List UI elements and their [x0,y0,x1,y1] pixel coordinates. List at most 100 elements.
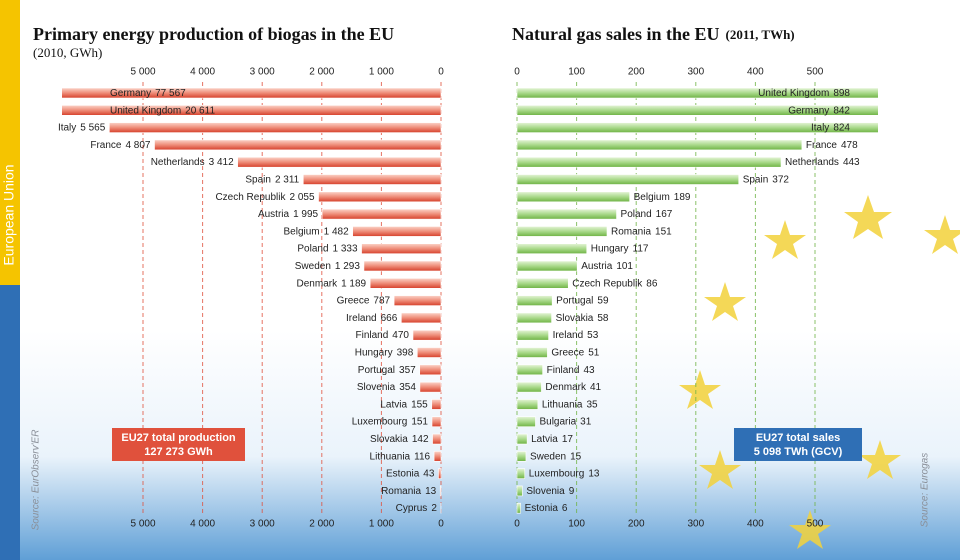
bar-label: Portugal 59 [556,295,609,306]
category-label: Luxembourg [352,416,408,427]
bar-label: Denmark 1 189 [297,278,367,289]
x-tick-label: 5 000 [130,67,155,78]
bar [109,122,442,133]
bar [154,139,442,151]
value-label: 354 [399,382,416,393]
category-label: Denmark [297,278,339,289]
x-tick-label: 300 [687,67,704,78]
bar [302,174,442,185]
x-tick-label: 500 [807,519,824,530]
value-label: 151 [655,226,672,237]
bar [62,87,442,99]
bar-label: Luxembourg 13 [529,468,600,479]
value-label: 842 [833,105,850,116]
category-label: Spain [743,174,769,185]
bar-label: Slovenia 354 [357,382,416,393]
value-label: 398 [397,347,414,358]
value-label: 666 [381,313,398,324]
category-label: Austria [581,261,613,272]
bar [516,174,740,185]
value-label: 13 [425,486,437,497]
x-tick-label: 4 000 [190,67,215,78]
bar [516,329,549,341]
bar [516,433,528,445]
value-label: 470 [392,330,409,341]
bar [416,347,442,358]
x-tick-label: 5 000 [130,519,155,530]
bar-label: Germany 77 567 [110,88,186,99]
chart-subtitle: (2010, GWh) [33,45,102,60]
chart-title: Primary energy production of biogas in t… [33,24,394,44]
value-label: 51 [588,347,600,358]
value-label: 1 995 [293,209,318,220]
x-tick-label: 3 000 [250,67,275,78]
bar-label: United Kingdom 898 [758,88,850,99]
title-text: Natural gas sales in the EU [512,24,720,44]
value-label: 3 412 [209,157,234,168]
value-label: 117 [633,243,649,254]
category-label: Finland [547,364,580,375]
bar-label: Slovenia 9 [526,486,574,497]
value-label: 43 [583,364,595,375]
category-label: Germany [788,105,829,116]
bar-label: Finland 470 [355,330,409,341]
bar [431,416,442,428]
bar [393,295,442,306]
bar-label: Sweden 1 293 [295,261,361,272]
value-label: 155 [411,399,428,410]
bar-label: Portugal 357 [358,364,416,375]
bar-label: Belgium 1 482 [284,226,350,237]
category-label: Denmark [545,382,587,393]
value-label: 13 [588,468,600,479]
bar [516,208,617,220]
bar [419,364,442,376]
value-label: 189 [674,191,691,202]
category-label: Sweden [530,451,566,462]
x-tick-label: 300 [687,519,704,530]
bar [438,468,442,479]
bar [516,87,878,99]
bar-label: Greece 787 [337,295,391,306]
value-label: 6 [562,503,568,514]
category-label: Netherlands [785,157,839,168]
bar [516,191,630,203]
value-label: 898 [833,88,850,99]
category-label: Lithuania [370,451,411,462]
total-label: EU27 total production [121,432,236,444]
value-label: 41 [590,382,602,393]
category-label: Italy [58,122,76,133]
category-label: Lithuania [542,399,583,410]
x-tick-label: 400 [747,67,764,78]
category-label: Estonia [525,503,559,514]
category-label: Austria [258,209,290,220]
category-label: Czech Republik [572,278,643,289]
category-label: Finland [355,330,388,341]
bar-label: Spain 372 [743,174,790,185]
category-label: Italy [811,122,829,133]
category-label: Cyprus [396,503,428,514]
value-label: 9 [569,486,575,497]
category-label: Czech Republik [215,191,286,202]
bar [516,139,803,151]
category-label: Spain [245,174,271,185]
category-label: Estonia [386,468,420,479]
bar [369,277,442,289]
bar-label: Latvia 155 [380,399,428,410]
bar [516,485,523,497]
bar-label: Czech Republik 2 055 [215,191,315,202]
value-label: 20 611 [185,105,215,116]
category-label: Hungary [591,243,629,254]
bar-label: Germany 842 [788,105,850,116]
chart-title: Natural gas sales in the EU (2011, TWh) [512,24,795,44]
bar-label: Hungary 398 [355,347,414,358]
x-tick-label: 1 000 [369,67,394,78]
bar [516,312,552,324]
bar-label: Denmark 41 [545,382,601,393]
bar-label: Belgium 189 [634,191,691,202]
bar [412,329,442,341]
total-value: 127 273 GWh [144,446,213,458]
bar [516,226,608,237]
bar-label: Cyprus 2 [396,503,438,514]
category-label: Portugal [358,364,395,375]
x-tick-label: 0 [438,67,444,78]
